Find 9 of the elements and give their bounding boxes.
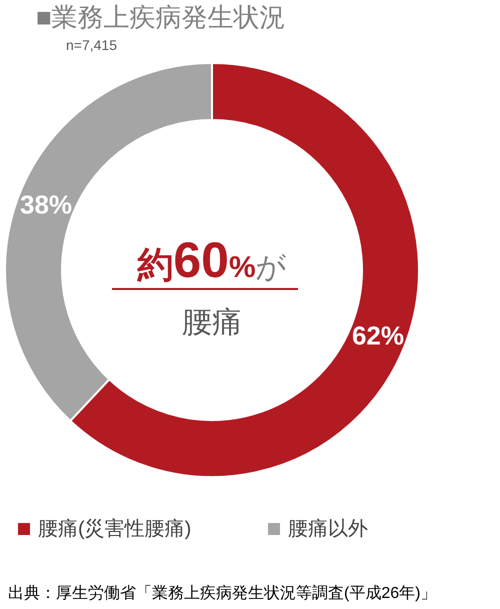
chart-title: ■業務上疾病発生状況 [36,2,286,32]
legend-label: 腰痛以外 [288,518,368,540]
text: 腰痛 [182,306,242,339]
source-note: 出典：厚生労働省「業務上疾病発生状況等調査(平成26年)」 [8,584,436,602]
text: 約60%が [136,232,287,288]
data-label: 62% [352,320,404,351]
data-label: 38% [20,189,72,220]
legend-label: 腰痛(災害性腰痛) [38,517,192,540]
chart-subtitle: n=7,415 [66,37,118,53]
